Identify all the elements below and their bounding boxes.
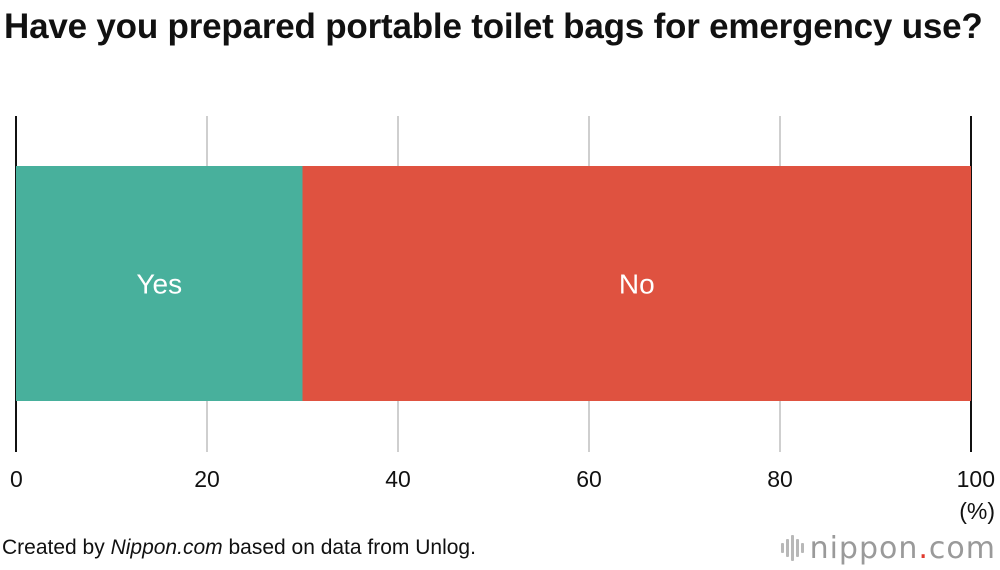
bar-segment-yes [16, 166, 303, 401]
source-italic: Nippon.com [110, 536, 223, 559]
logo-bars-icon [780, 535, 804, 561]
logo-wordmark: nippon.com [809, 530, 996, 566]
source-note: Created by Nippon.com based on data from… [2, 536, 476, 560]
source-suffix: based on data from Unlog. [222, 536, 476, 559]
x-tick-label: 0 [10, 466, 23, 492]
stacked-bar: Yes No [16, 166, 971, 401]
x-tick-label: 40 [385, 466, 411, 492]
x-tick-label: 80 [767, 466, 793, 492]
chart-title: Have you prepared portable toilet bags f… [4, 7, 983, 46]
x-tick-label: 60 [576, 466, 602, 492]
x-unit-label: (%) [959, 498, 995, 524]
chart-area: Yes No 0 20 40 60 80 100 (%) [10, 116, 995, 524]
x-tick-label: 20 [194, 466, 220, 492]
x-tick-label: 100 [957, 466, 995, 492]
x-axis-ticks: 0 20 40 60 80 100 (%) [10, 466, 995, 524]
nippon-logo[interactable]: nippon.com [780, 530, 996, 566]
bar-label-no: No [619, 269, 655, 300]
bar-segment-no [302, 166, 971, 401]
bar-label-yes: Yes [136, 269, 182, 300]
source-prefix: Created by [2, 536, 111, 559]
